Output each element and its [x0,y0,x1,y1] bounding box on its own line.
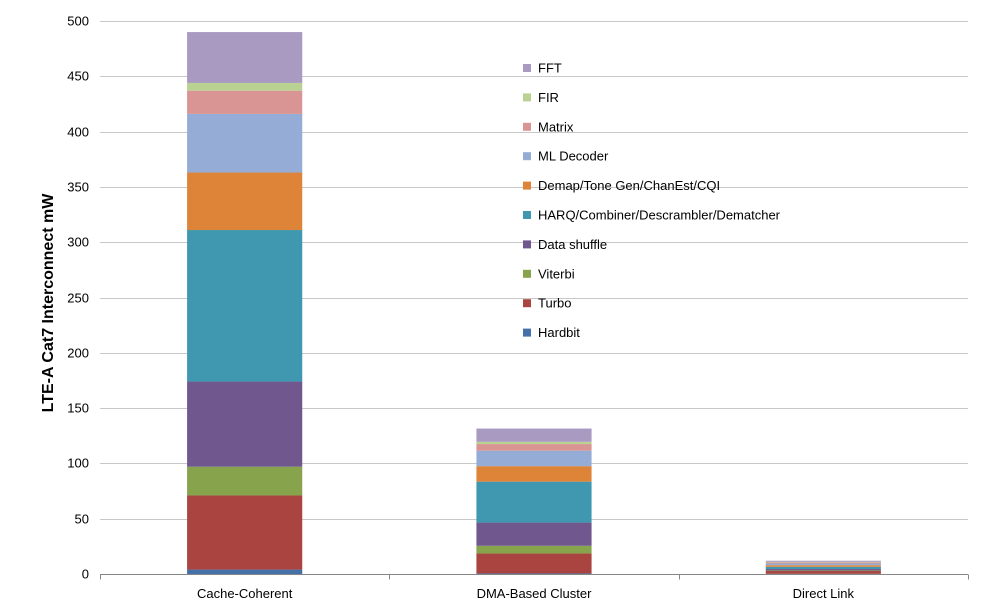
bar-segment-hardbit [187,570,302,574]
x-tick-label: Direct Link [793,586,855,601]
y-tick-label: 100 [67,456,89,471]
bar-segment-turbo [187,495,302,569]
y-tick-label: 450 [67,69,89,84]
y-tick-label: 500 [67,14,89,29]
bar-segment-fft [187,32,302,83]
legend-label: FIR [538,90,559,105]
legend-swatch [523,64,531,72]
bars [187,32,881,574]
bar-segment-turbo [476,554,591,574]
legend-swatch [523,211,531,219]
bar-segment-data-shuffle [766,569,881,570]
bar-segment-harq-combiner-descrambler-dematcher [187,230,302,382]
x-tick-label: Cache-Coherent [197,586,293,601]
y-axis-title: LTE-A Cat7 Interconnect mW [40,193,57,413]
y-tick-label: 200 [67,346,89,361]
legend-label: Data shuffle [538,237,607,252]
legend-swatch [523,270,531,278]
legend-label: HARQ/Combiner/Descrambler/Dematcher [538,208,781,223]
bar-segment-fir [476,442,591,444]
legend-swatch [523,123,531,131]
bar-segment-viterbi [476,546,591,554]
legend-swatch [523,93,531,101]
bar-segment-fir [187,83,302,91]
bar-segment-harq-combiner-descrambler-dematcher [766,567,881,569]
legend-label: Turbo [538,296,571,311]
bar-segment-fir [766,562,881,563]
y-tick-label: 400 [67,125,89,140]
legend-label: Hardbit [538,325,580,340]
bar-segment-ml-decoder [187,114,302,173]
bar-segment-ml-decoder [476,451,591,466]
bar-segment-demap-tone-gen-chanest-cqi [766,565,881,567]
legend-label: Demap/Tone Gen/ChanEst/CQI [538,178,720,193]
legend-swatch [523,182,531,190]
bar-segment-fft [766,561,881,562]
bar-segment-ml-decoder [766,563,881,565]
x-tick-label: DMA-Based Cluster [477,586,593,601]
bar-segment-demap-tone-gen-chanest-cqi [476,466,591,481]
bar-segment-hardbit [476,573,591,574]
bar-segment-viterbi [187,467,302,496]
legend-label: FFT [538,61,562,76]
legend-swatch [523,329,531,337]
bar-segment-harq-combiner-descrambler-dematcher [476,482,591,523]
bar-segment-demap-tone-gen-chanest-cqi [187,173,302,231]
legend-swatch [523,240,531,248]
bar-segment-turbo [766,571,881,574]
bar-segment-fft [476,429,591,442]
y-tick-label: 250 [67,291,89,306]
legend-label: Matrix [538,119,574,134]
bar-segment-matrix [187,91,302,114]
y-tick-label: 300 [67,235,89,250]
y-tick-label: 150 [67,401,89,416]
legend-label: ML Decoder [538,149,609,164]
legend-swatch [523,299,531,307]
bar-segment-matrix [766,562,881,563]
legend-swatch [523,152,531,160]
y-tick-label: 350 [67,180,89,195]
bar-segment-matrix [476,444,591,451]
y-tick-label: 50 [75,512,89,527]
bar-segment-data-shuffle [187,382,302,467]
legend-label: Viterbi [538,266,575,281]
bar-segment-viterbi [766,570,881,571]
bar-segment-data-shuffle [476,523,591,546]
y-tick-label: 0 [82,567,89,582]
